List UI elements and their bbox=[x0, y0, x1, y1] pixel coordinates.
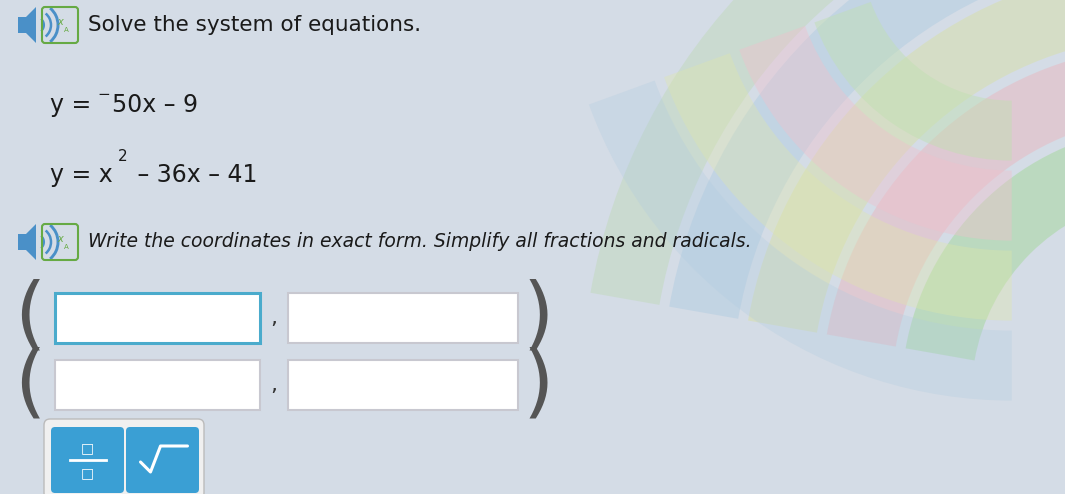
Text: Write the coordinates in exact form. Simplify all fractions and radicals.: Write the coordinates in exact form. Sim… bbox=[88, 233, 752, 251]
Text: (: ( bbox=[14, 346, 46, 424]
FancyBboxPatch shape bbox=[55, 293, 260, 343]
FancyBboxPatch shape bbox=[55, 360, 260, 410]
Wedge shape bbox=[905, 129, 1065, 361]
Text: (: ( bbox=[14, 279, 46, 357]
Wedge shape bbox=[748, 0, 1065, 332]
Text: y = x: y = x bbox=[50, 163, 113, 187]
Wedge shape bbox=[589, 81, 1012, 401]
Text: 50x – 9: 50x – 9 bbox=[112, 93, 198, 117]
Text: y =: y = bbox=[50, 93, 99, 117]
Polygon shape bbox=[18, 7, 36, 43]
Polygon shape bbox=[18, 224, 36, 260]
FancyBboxPatch shape bbox=[288, 293, 518, 343]
FancyBboxPatch shape bbox=[51, 427, 124, 493]
Text: ,: , bbox=[271, 308, 277, 328]
Text: 2: 2 bbox=[118, 150, 128, 165]
Wedge shape bbox=[826, 50, 1065, 347]
FancyBboxPatch shape bbox=[44, 419, 204, 494]
Text: ): ) bbox=[522, 346, 554, 424]
Text: x: x bbox=[58, 234, 63, 244]
Text: x: x bbox=[58, 17, 63, 27]
Wedge shape bbox=[815, 2, 1012, 161]
FancyBboxPatch shape bbox=[126, 427, 199, 493]
Text: – 36x – 41: – 36x – 41 bbox=[130, 163, 258, 187]
Wedge shape bbox=[739, 26, 1012, 241]
Text: Solve the system of equations.: Solve the system of equations. bbox=[88, 15, 421, 35]
Text: □: □ bbox=[81, 442, 94, 455]
Text: □: □ bbox=[81, 466, 94, 480]
Text: A: A bbox=[64, 244, 68, 250]
Wedge shape bbox=[669, 0, 1065, 319]
FancyBboxPatch shape bbox=[288, 360, 518, 410]
Text: ,: , bbox=[271, 375, 277, 395]
Text: −: − bbox=[97, 87, 110, 102]
Text: ): ) bbox=[522, 279, 554, 357]
Wedge shape bbox=[665, 53, 1012, 321]
Wedge shape bbox=[590, 0, 1065, 305]
Text: A: A bbox=[64, 27, 68, 33]
